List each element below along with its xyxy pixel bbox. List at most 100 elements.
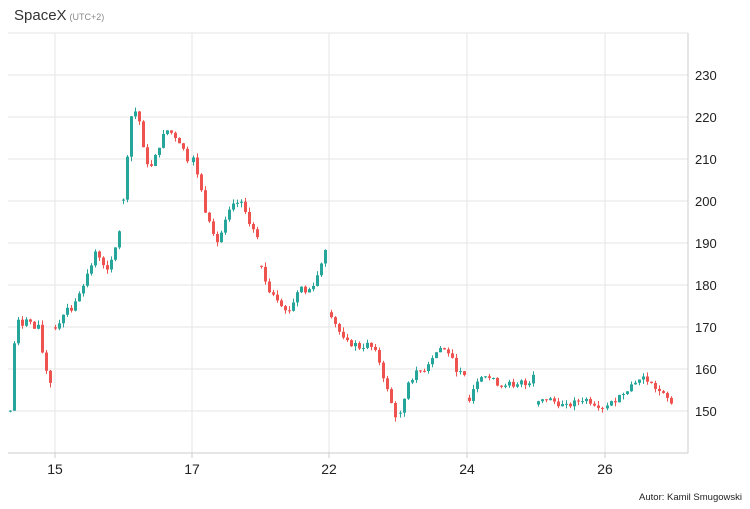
candle-down — [29, 319, 32, 322]
y-tick-label: 190 — [695, 236, 717, 251]
candle-down — [196, 157, 199, 175]
candle-up — [427, 364, 430, 372]
candle-up — [94, 251, 97, 266]
candle-up — [516, 384, 519, 387]
candle-up — [240, 201, 243, 203]
candle-down — [268, 281, 271, 293]
candle-up — [532, 374, 535, 384]
candle-up — [415, 370, 418, 381]
candle-up — [82, 285, 85, 294]
candle-down — [49, 370, 52, 383]
grid-lines — [8, 32, 688, 453]
candle-down — [670, 397, 673, 404]
candle-down — [646, 376, 649, 382]
candle-down — [488, 376, 491, 378]
candle-up — [37, 324, 40, 329]
candle-up — [300, 286, 303, 293]
candle-down — [98, 251, 101, 258]
candle-up — [638, 379, 641, 383]
chart-title-text: SpaceX — [14, 7, 67, 24]
candle-down — [350, 340, 353, 347]
candle-up — [354, 343, 357, 347]
candle-down — [256, 229, 259, 238]
candle-down — [662, 391, 665, 393]
candle-up — [399, 412, 402, 414]
candle-up — [90, 265, 93, 274]
candle-up — [292, 302, 295, 311]
candle-down — [378, 350, 381, 363]
candle-down — [593, 403, 596, 406]
candle-down — [557, 401, 560, 407]
candle-up — [520, 380, 523, 385]
candle-down — [216, 233, 219, 243]
candle-down — [500, 385, 503, 387]
candle-up — [312, 286, 315, 290]
candle-down — [284, 306, 287, 311]
y-tick-label: 180 — [695, 278, 717, 293]
candle-down — [370, 342, 373, 347]
candle-up — [324, 249, 327, 264]
candle-down — [614, 401, 617, 403]
y-tick-label: 230 — [695, 68, 717, 83]
candle-down — [468, 397, 471, 401]
x-tick-label: 22 — [321, 461, 337, 477]
candle-up — [13, 343, 16, 411]
candle-up — [130, 116, 133, 157]
candle-up — [504, 385, 507, 387]
candle-up — [236, 202, 239, 204]
x-axis: 15 17 22 24 26 — [8, 452, 688, 477]
candle-down — [342, 331, 345, 338]
candle-up — [606, 405, 609, 409]
candle-down — [200, 174, 203, 191]
candle-down — [346, 337, 349, 341]
candle-up — [228, 209, 231, 220]
candle-up — [232, 203, 235, 210]
candle-up — [158, 147, 161, 155]
candle-down — [512, 381, 515, 387]
y-axis: 150 160 170 180 190 200 210 220 230 — [687, 33, 717, 453]
candle-down — [447, 349, 450, 354]
candle-up — [118, 231, 121, 248]
y-tick-label: 200 — [695, 194, 717, 209]
candle-down — [252, 223, 255, 230]
x-tick-label: 17 — [184, 461, 200, 477]
candle-down — [70, 307, 73, 311]
candle-down — [545, 399, 548, 401]
candle-down — [276, 294, 279, 301]
candle-down — [41, 324, 44, 353]
candle-down — [248, 212, 251, 224]
candle-down — [212, 221, 215, 234]
candle-down — [146, 147, 149, 165]
candle-up — [122, 199, 125, 201]
candle-down — [186, 148, 189, 162]
candle-down — [419, 370, 422, 372]
y-tick-label: 220 — [695, 110, 717, 125]
x-tick-label: 24 — [459, 461, 475, 477]
candle-down — [304, 286, 307, 293]
candle-down — [142, 121, 145, 148]
candle-down — [658, 388, 661, 392]
candle-up — [74, 301, 77, 311]
candle-down — [666, 392, 669, 398]
candle-up — [411, 380, 414, 383]
x-tick-label: 26 — [597, 461, 613, 477]
candle-down — [170, 130, 173, 133]
candle-down — [382, 362, 385, 379]
candle-up — [622, 393, 625, 395]
candle-up — [549, 398, 552, 401]
candle-down — [654, 383, 657, 389]
candle-down — [150, 164, 153, 166]
candle-up — [484, 376, 487, 378]
candle-down — [21, 319, 24, 326]
candle-down — [394, 403, 397, 418]
candle-up — [86, 273, 89, 286]
candle-down — [390, 389, 393, 404]
y-tick-label: 170 — [695, 320, 717, 335]
y-tick-label: 150 — [695, 404, 717, 419]
candle-down — [524, 380, 527, 386]
candle-up — [565, 403, 568, 405]
candle-down — [204, 190, 207, 213]
candle-down — [264, 266, 267, 282]
candle-up — [626, 391, 629, 394]
candle-down — [589, 398, 592, 404]
